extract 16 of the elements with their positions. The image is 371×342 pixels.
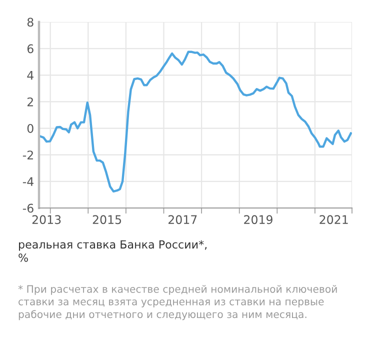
y-tick-label: 6	[27, 44, 34, 54]
y-tick-label: -4	[22, 177, 34, 186]
y-tick-label: 4	[27, 71, 34, 80]
y-tick-label: 8	[27, 18, 34, 27]
x-tick-label: 2021	[320, 215, 348, 224]
y-axis-title: реальная ставка Банка России*, %	[18, 240, 207, 262]
x-tick-label: 2015	[92, 215, 122, 224]
y-tick-label: 2	[27, 97, 33, 106]
y-tick-label: -6	[22, 204, 34, 213]
x-tick-label: 2019	[244, 215, 272, 224]
line-series	[39, 50, 352, 193]
x-tick-label: 2013	[32, 215, 61, 224]
y-tick-label: -2	[22, 150, 33, 160]
text: * При расчетах в качестве средней номинальной ключевой ставки за месяц взята усредненная из ставки на первые рабочие дни отчетного и следующего за ним месяца.	[18, 285, 337, 320]
y-tick-label: 0	[27, 124, 34, 133]
x-tick-label: 2017	[168, 215, 197, 224]
